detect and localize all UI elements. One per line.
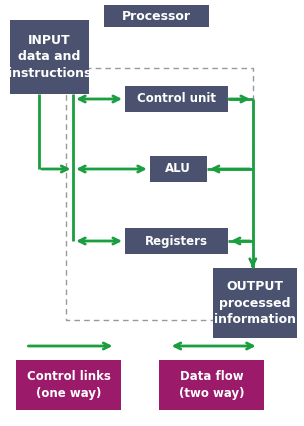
Text: OUTPUT
processed
information: OUTPUT processed information [214,280,296,326]
Bar [125,228,228,254]
Bar [125,86,228,112]
Text: ALU: ALU [165,162,191,176]
Text: Registers: Registers [145,234,208,248]
Text: Control unit: Control unit [137,92,216,106]
Text: Control links
(one way): Control links (one way) [26,370,110,400]
Bar [159,360,264,410]
Text: Data flow
(two way): Data flow (two way) [179,370,244,400]
Bar [150,156,207,182]
Bar [213,268,297,338]
Bar [10,20,88,94]
Bar [16,360,121,410]
Bar [66,68,253,320]
Bar [104,5,209,27]
Text: Processor: Processor [122,9,191,23]
Text: INPUT
data and
instructions: INPUT data and instructions [8,34,91,80]
